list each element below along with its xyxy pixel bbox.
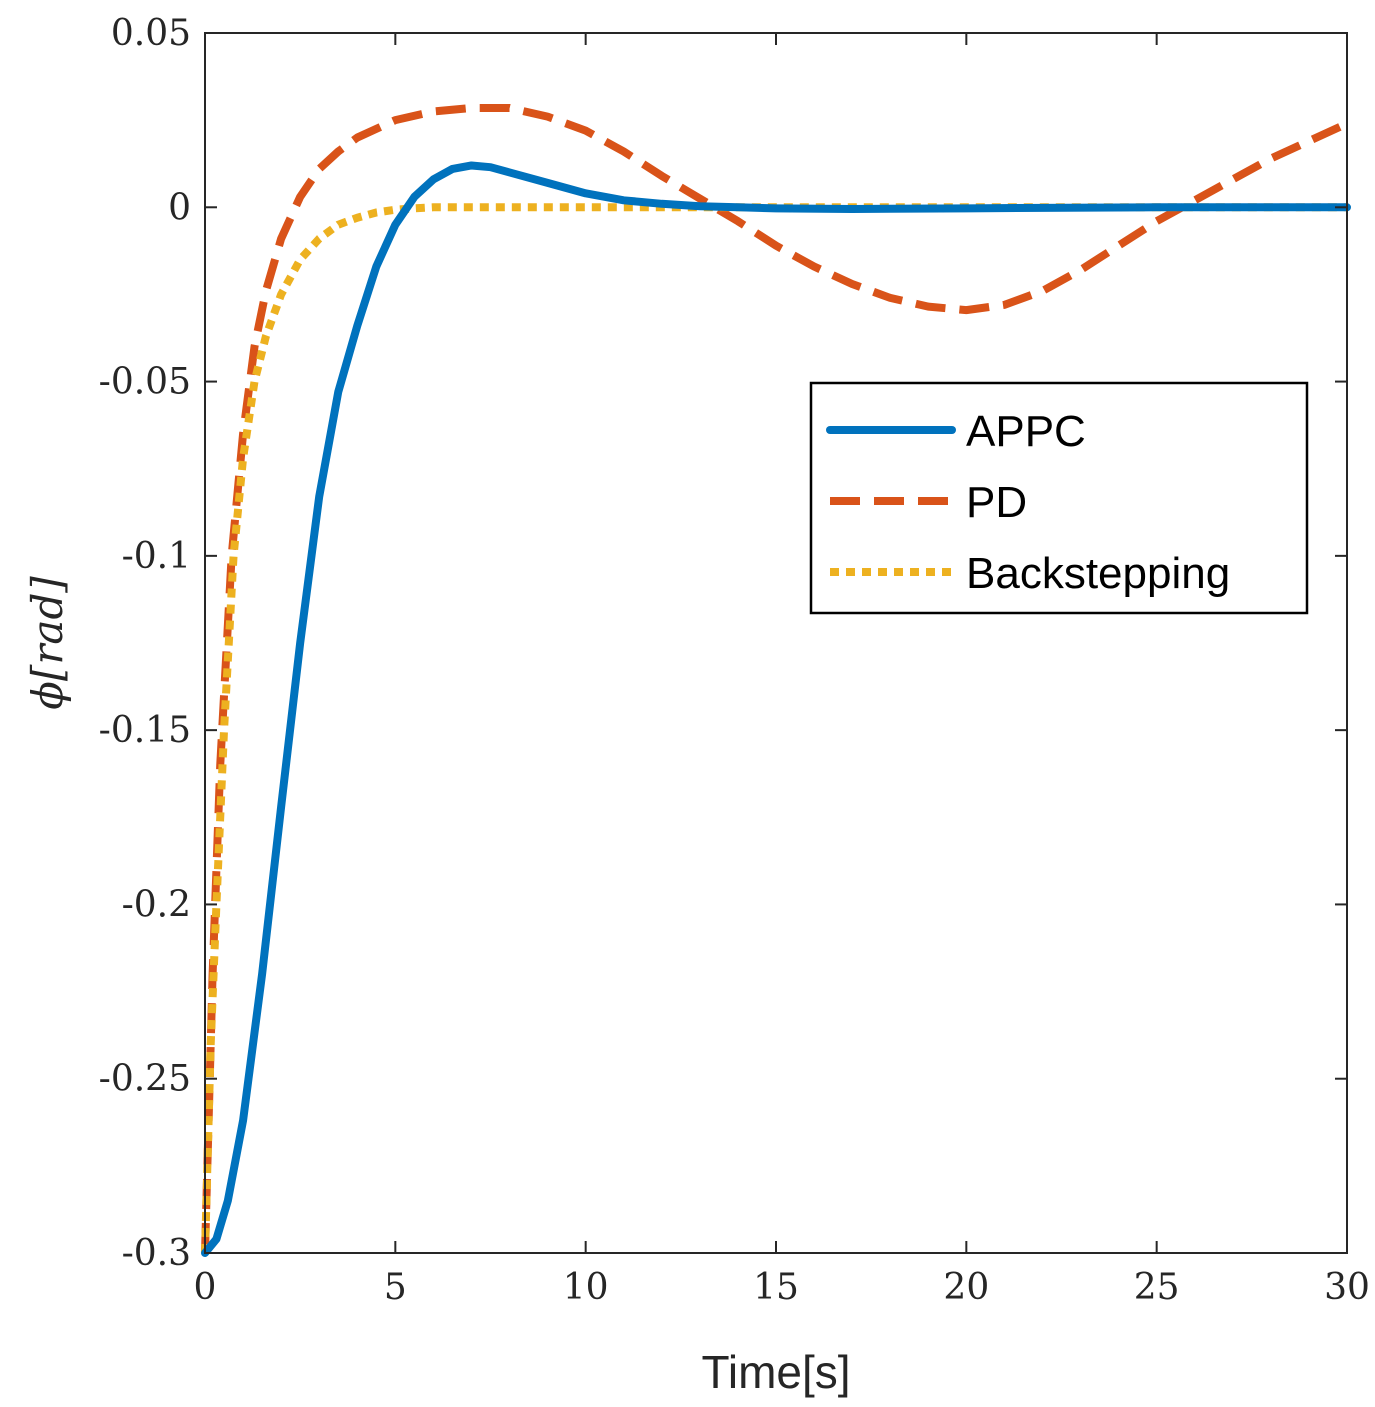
x-tick-label: 0: [194, 1267, 217, 1308]
y-tick-label: 0: [168, 187, 191, 228]
y-tick-label: -0.05: [99, 362, 191, 403]
y-tick-label: -0.2: [122, 884, 191, 925]
y-tick-labels: 0.05 0 -0.05 -0.1 -0.15 -0.2 -0.25 -0.3: [99, 13, 191, 1274]
x-tick-label: 15: [753, 1267, 799, 1308]
x-tick-label: 25: [1134, 1267, 1180, 1308]
series-layer: [201, 103, 1351, 1257]
y-axis-unit: [rad]: [23, 576, 72, 681]
y-tick-label: 0.05: [111, 13, 191, 54]
legend: APPC PD Backstepping: [809, 381, 1309, 615]
x-axis-title: Time[s]: [701, 1346, 850, 1398]
x-tick-label: 5: [384, 1267, 407, 1308]
y-tick-label: -0.1: [122, 536, 191, 577]
y-tick-label: -0.15: [99, 710, 191, 751]
y-axis-symbol: ϕ: [23, 681, 72, 710]
x-tick-label: 20: [943, 1267, 989, 1308]
series-line-appc: [201, 161, 1351, 1257]
y-axis-title: ϕ[rad]: [23, 576, 72, 710]
x-tick-label: 30: [1324, 1267, 1370, 1308]
x-tick-label: 10: [563, 1267, 609, 1308]
legend-label-pd: PD: [966, 478, 1027, 527]
legend-label-backstepping: Backstepping: [966, 549, 1230, 598]
series-line-pd: [201, 103, 1349, 1254]
x-tick-labels: 0 5 10 15 20 25 30: [194, 1267, 1370, 1308]
y-tick-label: -0.3: [122, 1233, 191, 1274]
y-tick-label: -0.25: [99, 1059, 191, 1100]
ticks-layer: [204, 32, 1348, 1254]
legend-label-appc: APPC: [966, 407, 1086, 456]
